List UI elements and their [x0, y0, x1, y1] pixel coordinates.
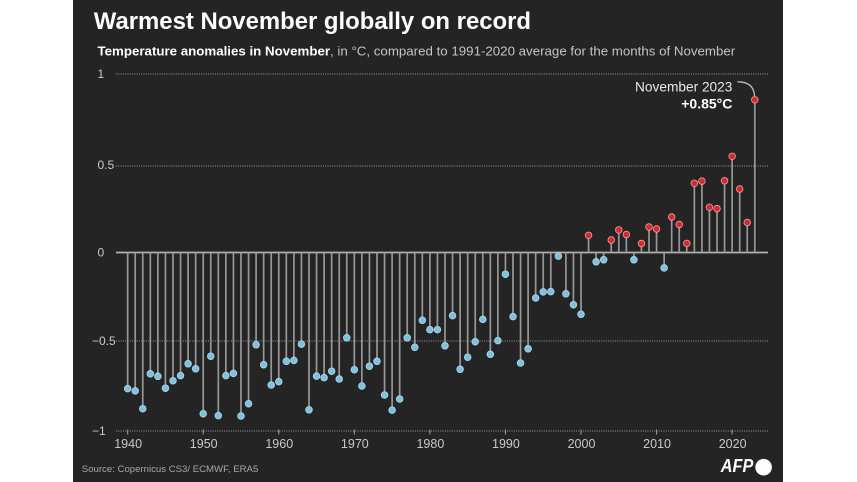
- svg-text:1: 1: [98, 67, 105, 81]
- svg-text:Temperature anomalies in Novem: Temperature anomalies in November, in °C…: [98, 44, 736, 59]
- svg-text:Source: Copernicus CS3/ ECMWF,: Source: Copernicus CS3/ ECMWF, ERA5: [82, 464, 258, 475]
- svg-text:Warmest November globally on r: Warmest November globally on record: [94, 8, 531, 35]
- svg-text:1980: 1980: [416, 437, 444, 451]
- svg-text:0: 0: [98, 246, 105, 260]
- svg-text:1960: 1960: [265, 437, 293, 451]
- svg-text:1950: 1950: [190, 437, 218, 451]
- svg-text:−0.5: −0.5: [92, 334, 116, 348]
- svg-text:−1: −1: [92, 424, 106, 438]
- svg-text:2020: 2020: [719, 437, 747, 451]
- svg-text:+0.85°C: +0.85°C: [681, 95, 732, 111]
- svg-text:November 2023: November 2023: [635, 79, 733, 94]
- svg-text:AFP: AFP: [720, 456, 754, 476]
- svg-text:2010: 2010: [643, 437, 671, 451]
- svg-text:0.5: 0.5: [98, 158, 115, 172]
- svg-text:1990: 1990: [492, 437, 520, 451]
- svg-text:1940: 1940: [114, 437, 142, 451]
- svg-text:2000: 2000: [568, 437, 596, 451]
- svg-text:1970: 1970: [341, 437, 369, 451]
